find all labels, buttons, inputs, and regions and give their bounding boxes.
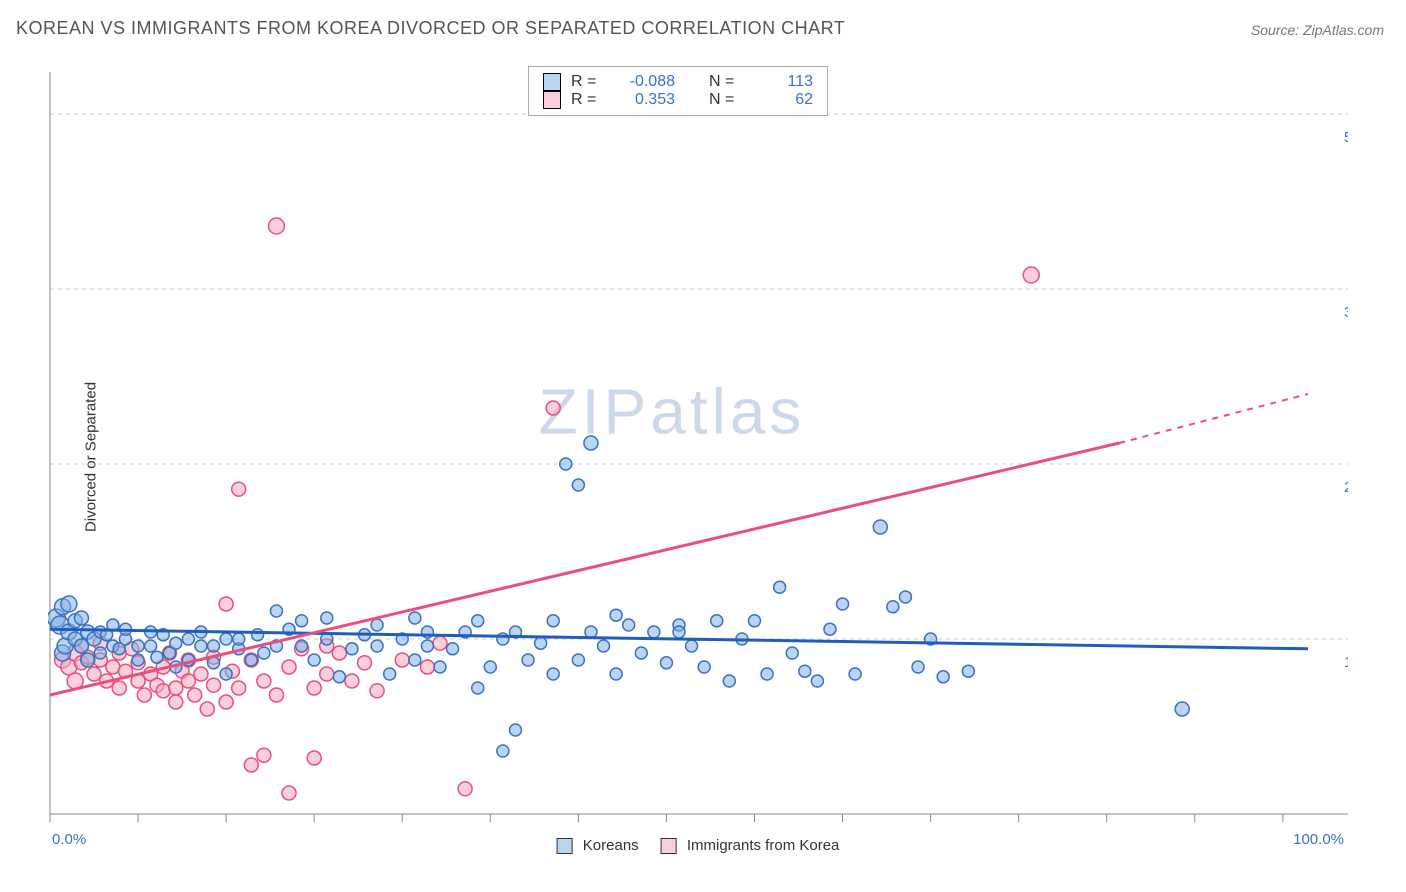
chart-container: Divorced or Separated 12.5% 25.0% 37.5% 50.… [48, 62, 1348, 852]
r-value: -0.088 [615, 73, 675, 91]
chart-title: KOREAN VS IMMIGRANTS FROM KOREA DIVORCED… [16, 18, 845, 39]
y-axis-label: Divorced or Separated [83, 382, 100, 532]
svg-text:0.0%: 0.0% [52, 831, 86, 848]
swatch-pink-icon [543, 91, 561, 109]
svg-text:50.0%: 50.0% [1344, 129, 1348, 146]
legend-item-immigrants: Immigrants from Korea [661, 837, 840, 854]
n-value: 113 [753, 73, 813, 91]
legend-label: Immigrants from Korea [687, 837, 840, 854]
swatch-blue-icon [543, 73, 561, 91]
source-attribution: Source: ZipAtlas.com [1251, 22, 1384, 38]
series-legend: Koreans Immigrants from Korea [557, 837, 840, 854]
correlation-legend: R = -0.088 N = 113 R = 0.353 N = 62 [528, 66, 828, 116]
r-label: R = [571, 73, 605, 91]
svg-text:100.0%: 100.0% [1293, 831, 1344, 848]
legend-row-immigrants: R = 0.353 N = 62 [543, 91, 813, 109]
svg-text:12.5%: 12.5% [1344, 654, 1348, 671]
legend-row-koreans: R = -0.088 N = 113 [543, 73, 813, 91]
swatch-blue-icon [557, 838, 573, 854]
r-value: 0.353 [615, 91, 675, 109]
svg-text:25.0%: 25.0% [1344, 479, 1348, 496]
scatter-chart: 12.5% 25.0% 37.5% 50.0% ZIPatlas 0.0% 100.0% [48, 62, 1348, 852]
legend-item-koreans: Koreans [557, 837, 639, 854]
n-value: 62 [753, 91, 813, 109]
n-label: N = [709, 73, 743, 91]
n-label: N = [709, 91, 743, 109]
svg-text:ZIPatlas: ZIPatlas [539, 375, 806, 447]
swatch-pink-icon [661, 838, 677, 854]
svg-text:37.5%: 37.5% [1344, 304, 1348, 321]
r-label: R = [571, 91, 605, 109]
legend-label: Koreans [583, 837, 639, 854]
